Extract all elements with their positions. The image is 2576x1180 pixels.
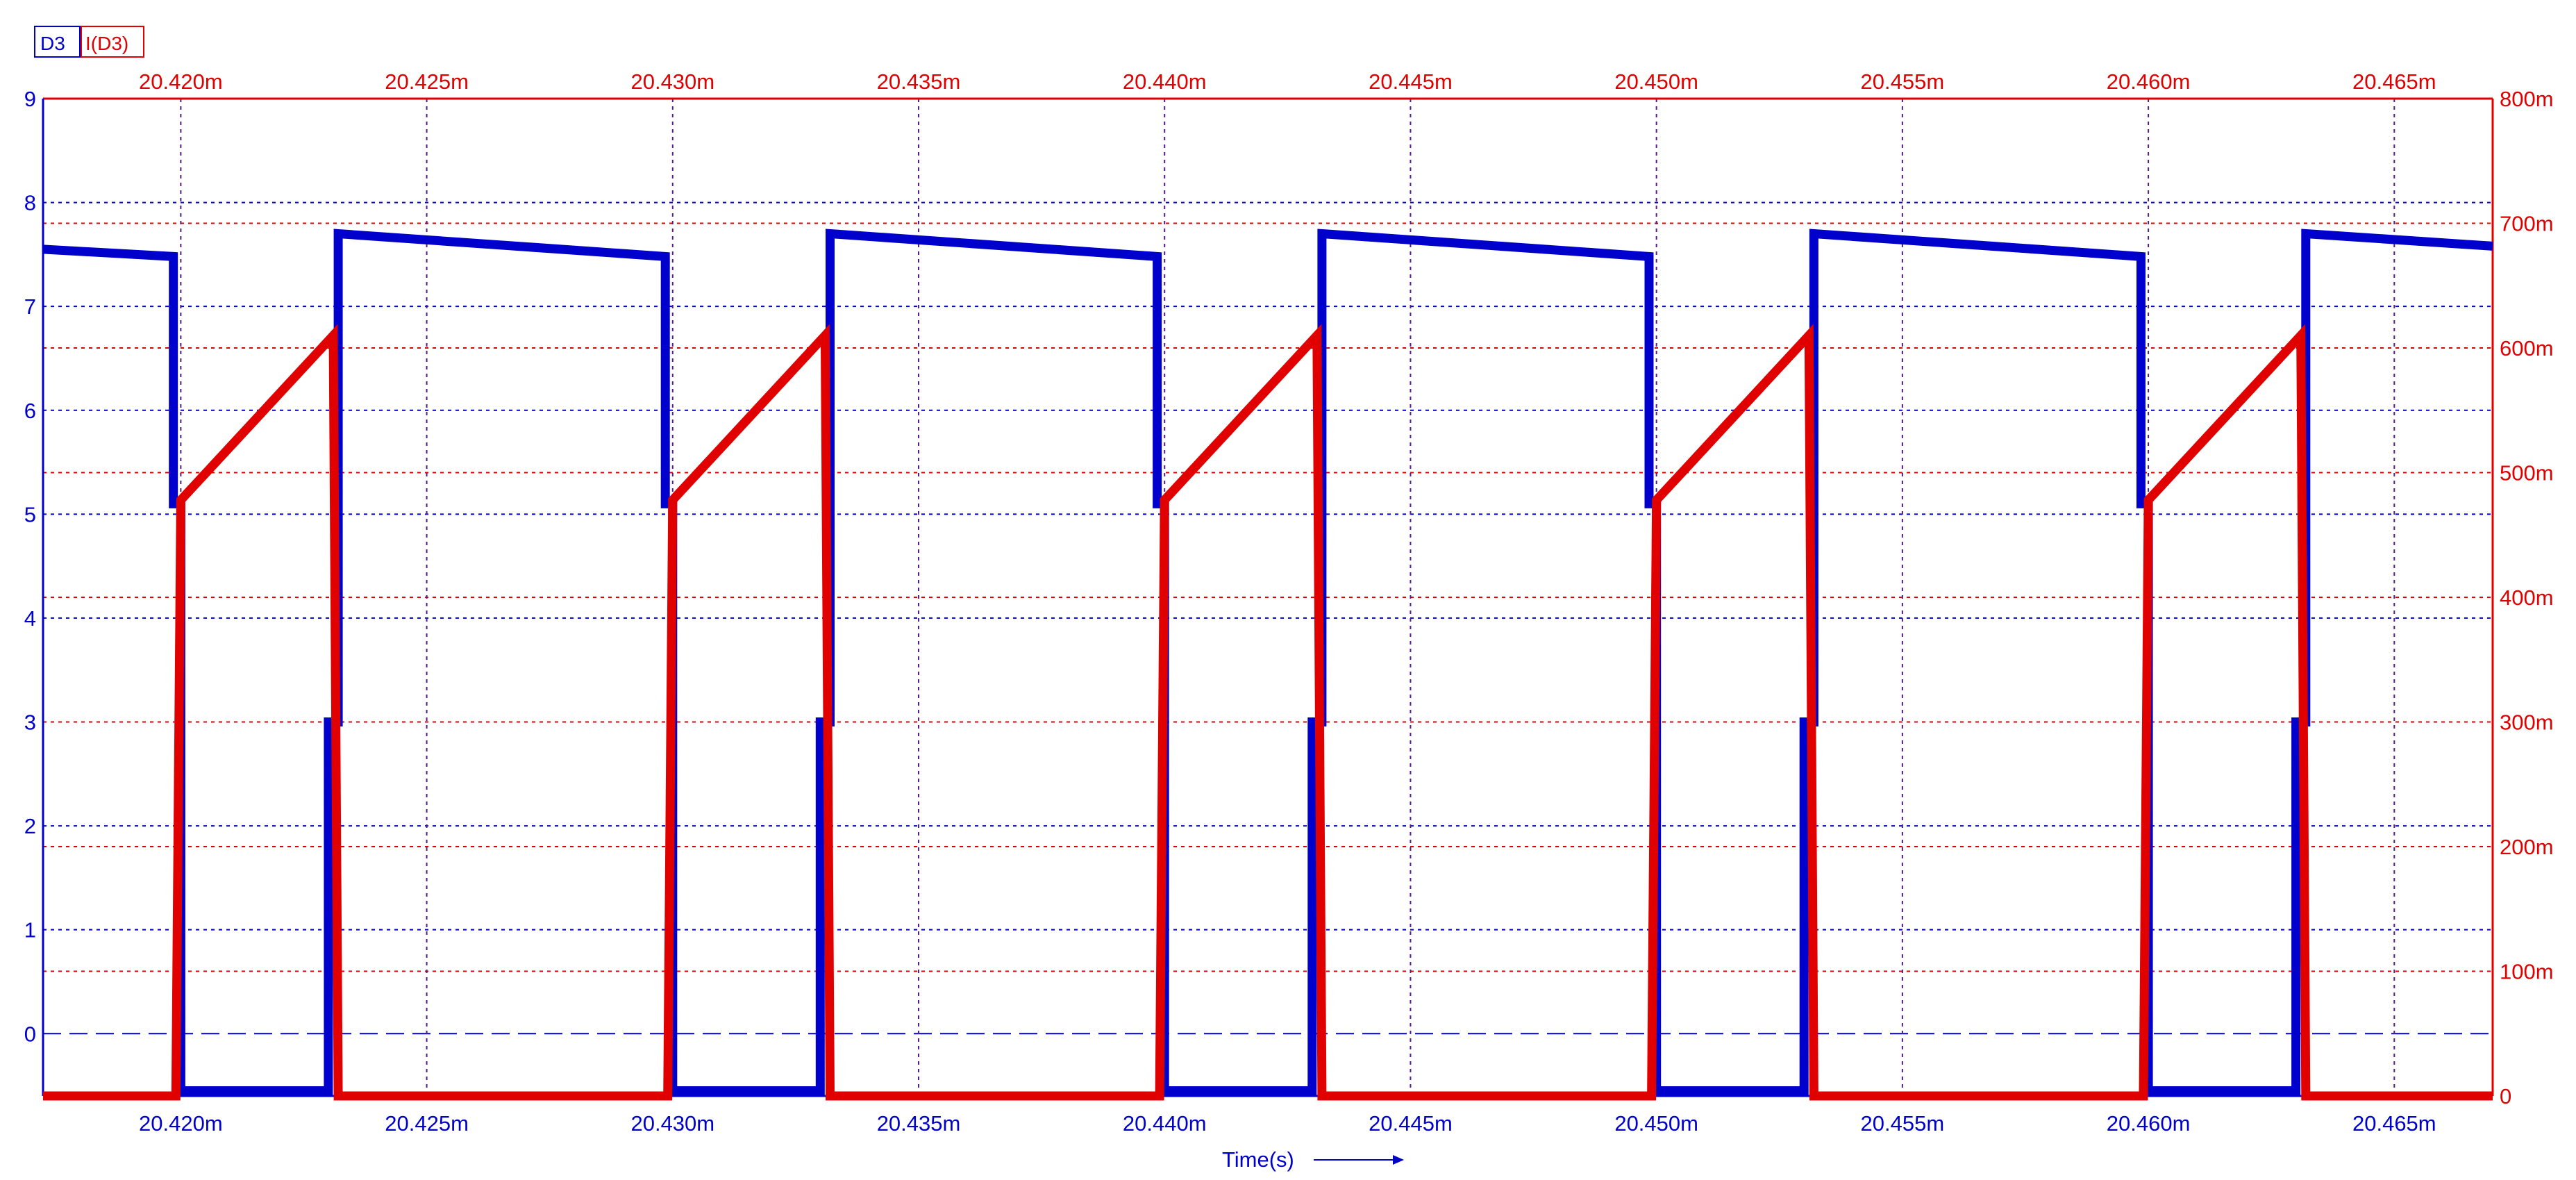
x-tick-bottom-0: 20.420m bbox=[139, 1111, 223, 1136]
tick-labels: 20.420m 20.420m 20.425m 20.425m 20.430m 20.43… bbox=[24, 69, 2554, 1136]
y-tick-left-4: 4 bbox=[24, 606, 36, 631]
y-tick-left-3: 3 bbox=[24, 711, 36, 735]
legend-id3-box bbox=[81, 26, 144, 58]
x-axis-arrow-head bbox=[1393, 1155, 1404, 1165]
y-tick-left-0: 0 bbox=[24, 1022, 36, 1046]
y-tick-left-9: 9 bbox=[24, 87, 36, 111]
x-tick-bottom-2: 20.430m bbox=[630, 1111, 714, 1136]
y-tick-right-4: 400m bbox=[2500, 585, 2554, 610]
legend-d3-label: D3 bbox=[40, 33, 65, 54]
y-tick-left-8: 8 bbox=[24, 191, 36, 215]
y-tick-right-7: 700m bbox=[2500, 212, 2554, 236]
x-tick-top-9: 20.465m bbox=[2352, 69, 2436, 94]
x-tick-top-3: 20.435m bbox=[877, 69, 961, 94]
x-tick-top-5: 20.445m bbox=[1369, 69, 1453, 94]
x-axis-label: Time(s) bbox=[1222, 1147, 1294, 1172]
series-line-id3 bbox=[43, 324, 2493, 1101]
y-tick-left-6: 6 bbox=[24, 399, 36, 423]
y-tick-left-1: 1 bbox=[24, 918, 36, 942]
x-tick-top-0: 20.420m bbox=[139, 69, 223, 94]
x-tick-top-8: 20.460m bbox=[2107, 69, 2191, 94]
x-tick-bottom-1: 20.425m bbox=[385, 1111, 469, 1136]
x-tick-bottom-5: 20.445m bbox=[1369, 1111, 1453, 1136]
y-tick-right-0: 0 bbox=[2500, 1084, 2511, 1108]
y-tick-right-1: 100m bbox=[2500, 960, 2554, 984]
series-layer bbox=[42, 228, 2493, 1101]
x-tick-top-7: 20.455m bbox=[1861, 69, 1945, 94]
y-tick-left-7: 7 bbox=[24, 294, 36, 319]
x-tick-top-1: 20.425m bbox=[385, 69, 469, 94]
legend-id3-label: I(D3) bbox=[85, 33, 128, 54]
x-tick-top-4: 20.440m bbox=[1123, 69, 1207, 94]
y-tick-right-2: 200m bbox=[2500, 835, 2554, 859]
x-tick-bottom-6: 20.450m bbox=[1614, 1111, 1698, 1136]
legend-d3-box bbox=[34, 26, 81, 58]
x-tick-top-6: 20.450m bbox=[1614, 69, 1698, 94]
legend: D3 I(D3) bbox=[34, 26, 144, 58]
y-tick-right-8: 800m bbox=[2500, 87, 2554, 111]
x-tick-top-2: 20.430m bbox=[630, 69, 714, 94]
y-tick-right-6: 600m bbox=[2500, 336, 2554, 360]
x-tick-bottom-3: 20.435m bbox=[877, 1111, 961, 1136]
x-tick-bottom-9: 20.465m bbox=[2352, 1111, 2436, 1136]
y-tick-right-5: 500m bbox=[2500, 461, 2554, 485]
x-axis-title: Time(s) bbox=[1222, 1147, 1404, 1172]
y-tick-left-2: 2 bbox=[24, 814, 36, 838]
y-tick-right-3: 300m bbox=[2500, 711, 2554, 735]
x-tick-bottom-7: 20.455m bbox=[1861, 1111, 1945, 1136]
y-tick-left-5: 5 bbox=[24, 502, 36, 526]
x-tick-bottom-8: 20.460m bbox=[2107, 1111, 2191, 1136]
x-tick-bottom-4: 20.440m bbox=[1123, 1111, 1207, 1136]
